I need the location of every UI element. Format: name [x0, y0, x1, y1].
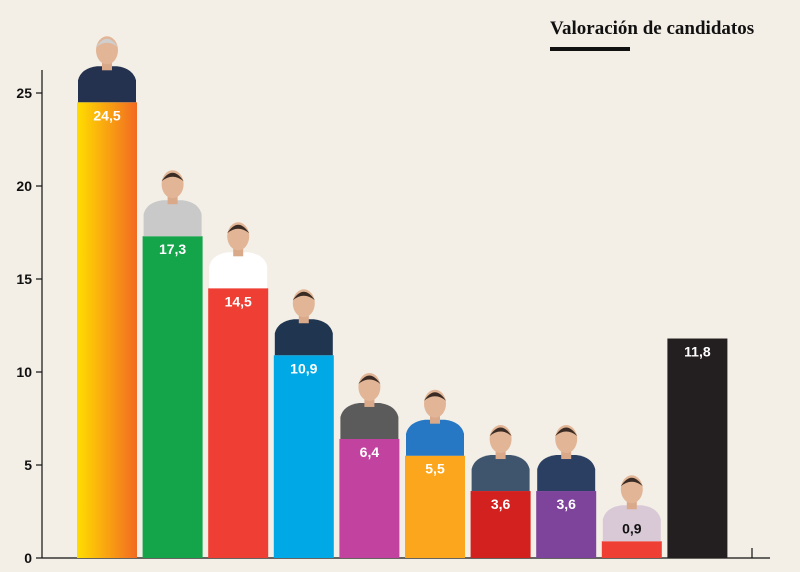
candidate-photo: [78, 36, 136, 103]
data-label: 17,3: [159, 241, 186, 257]
title-underline: [550, 47, 630, 51]
y-tick-label: 0: [24, 550, 32, 566]
candidate-photo: [602, 475, 661, 542]
bar: [142, 236, 203, 558]
bar: [339, 438, 400, 558]
candidate-photo: [274, 289, 333, 356]
bar: [208, 288, 269, 558]
data-label: 6,4: [360, 444, 380, 460]
data-label: 14,5: [225, 293, 252, 309]
y-tick-label: 15: [16, 271, 32, 287]
data-label: 3,6: [491, 496, 511, 512]
data-label: 24,5: [93, 107, 120, 123]
y-tick-label: 20: [16, 178, 32, 194]
data-label: 0,9: [622, 520, 642, 536]
y-tick-label: 25: [16, 85, 32, 101]
data-label: 11,8: [684, 344, 711, 360]
chart-title: Valoración de candidatos: [550, 18, 755, 39]
candidate-photo: [537, 425, 596, 492]
bar: [667, 338, 728, 558]
bar: [405, 455, 465, 558]
data-label: 3,6: [556, 496, 576, 512]
candidate-photo: [406, 389, 464, 456]
data-label: 10,9: [290, 360, 317, 376]
candidate-photo: [471, 425, 530, 492]
y-tick-label: 5: [24, 457, 32, 473]
y-tick-label: 10: [16, 364, 32, 380]
bar: [536, 491, 597, 558]
data-label: 5,5: [425, 461, 445, 477]
candidate-photo: [340, 372, 399, 439]
bar: [77, 102, 137, 559]
candidate-photo: [143, 170, 202, 237]
bar: [273, 355, 334, 558]
candidate-photo: [209, 222, 268, 289]
bar: [601, 541, 662, 558]
bar: [470, 491, 531, 558]
